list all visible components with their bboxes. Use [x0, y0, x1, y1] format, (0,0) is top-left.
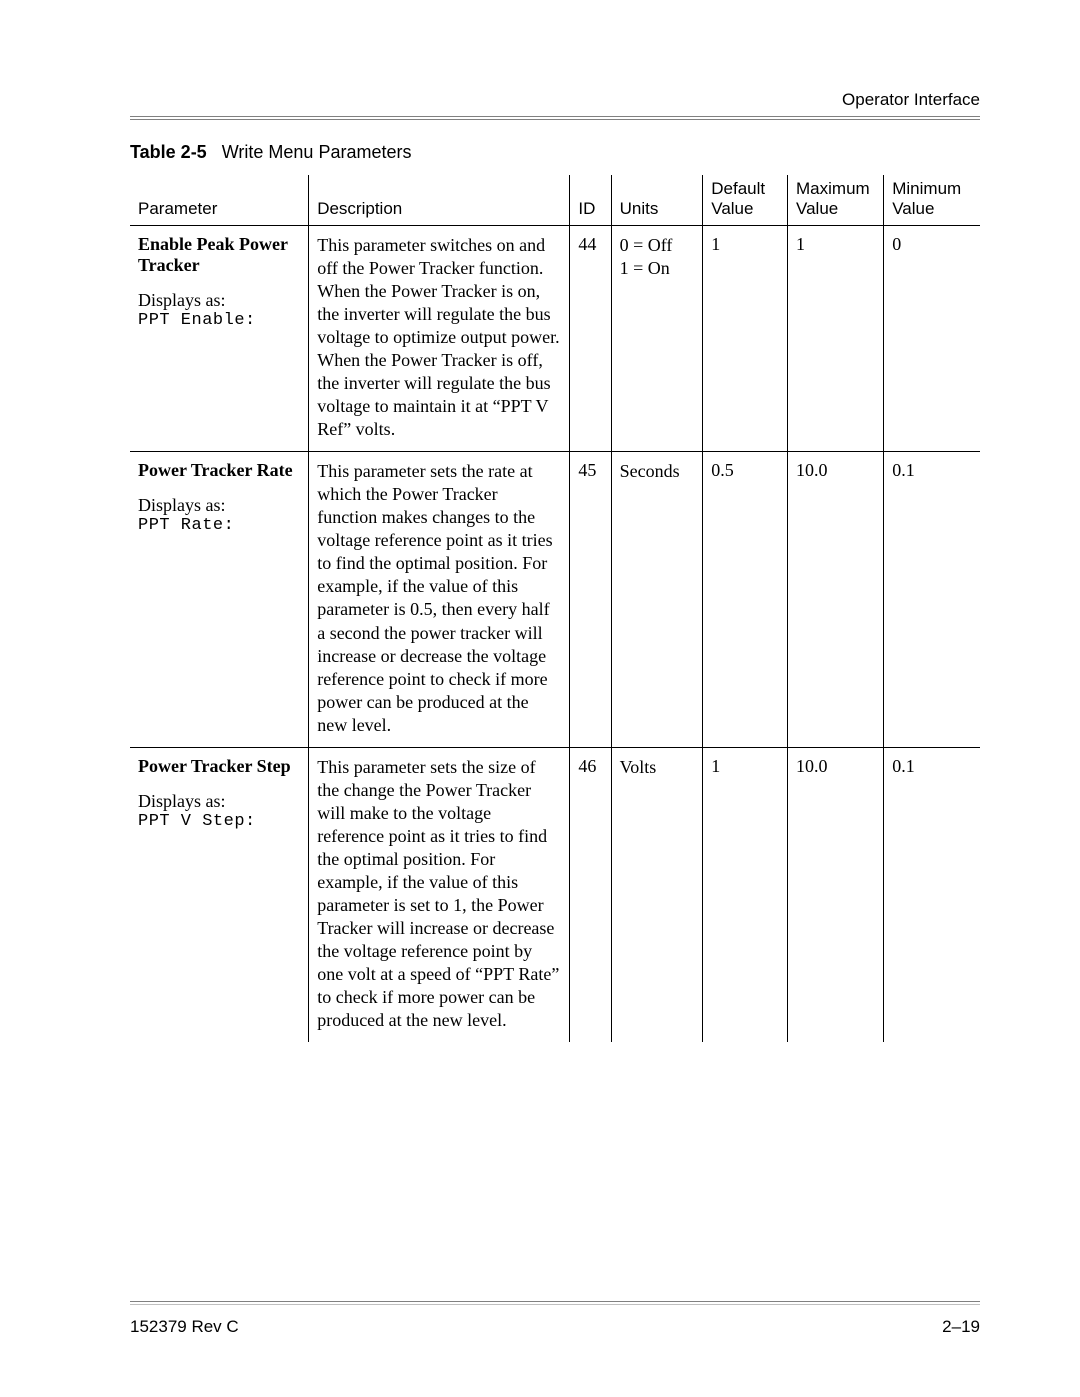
table-row: Power Tracker Step Displays as: PPT V St… [130, 747, 980, 1042]
header-section-title: Operator Interface [130, 90, 980, 116]
cell-units: Seconds [611, 452, 703, 747]
cell-units: 0 = Off1 = On [611, 226, 703, 452]
cell-default: 0.5 [703, 452, 788, 747]
col-header-description: Description [309, 175, 570, 226]
cell-description: This parameter sets the size of the chan… [309, 747, 570, 1042]
cell-id: 46 [570, 747, 611, 1042]
header-rule-secondary [130, 119, 980, 120]
col-header-units: Units [611, 175, 703, 226]
page-footer: 152379 Rev C 2–19 [130, 1301, 980, 1337]
cell-default: 1 [703, 747, 788, 1042]
cell-default: 1 [703, 226, 788, 452]
col-header-minimum: Minimum Value [884, 175, 980, 226]
cell-maximum: 1 [788, 226, 884, 452]
col-header-maximum: Maximum Value [788, 175, 884, 226]
table-header-row: Parameter Description ID Units Default V… [130, 175, 980, 226]
table-row: Power Tracker Rate Displays as: PPT Rate… [130, 452, 980, 747]
cell-id: 44 [570, 226, 611, 452]
cell-maximum: 10.0 [788, 452, 884, 747]
cell-parameter: Power Tracker Step Displays as: PPT V St… [130, 747, 309, 1042]
table-caption: Table 2-5 Write Menu Parameters [130, 142, 980, 163]
footer-doc-id: 152379 Rev C [130, 1317, 239, 1337]
cell-id: 45 [570, 452, 611, 747]
displays-as-label: Displays as: [138, 495, 300, 516]
displays-as-value: PPT Rate: [138, 516, 300, 535]
table-row: Enable Peak Power Tracker Displays as: P… [130, 226, 980, 452]
col-header-id: ID [570, 175, 611, 226]
parameters-table: Parameter Description ID Units Default V… [130, 175, 980, 1042]
parameter-name: Enable Peak Power Tracker [138, 234, 300, 276]
cell-minimum: 0.1 [884, 747, 980, 1042]
displays-as-label: Displays as: [138, 290, 300, 311]
cell-minimum: 0.1 [884, 452, 980, 747]
cell-maximum: 10.0 [788, 747, 884, 1042]
displays-as-value: PPT Enable: [138, 311, 300, 330]
displays-as-value: PPT V Step: [138, 812, 300, 831]
parameter-name: Power Tracker Step [138, 756, 300, 777]
cell-parameter: Power Tracker Rate Displays as: PPT Rate… [130, 452, 309, 747]
cell-description: This parameter switches on and off the P… [309, 226, 570, 452]
cell-units: Volts [611, 747, 703, 1042]
footer-rule-secondary [130, 1304, 980, 1305]
cell-minimum: 0 [884, 226, 980, 452]
col-header-parameter: Parameter [130, 175, 309, 226]
footer-page-number: 2–19 [942, 1317, 980, 1337]
col-header-default: Default Value [703, 175, 788, 226]
table-caption-label: Table 2-5 [130, 142, 207, 162]
cell-description: This parameter sets the rate at which th… [309, 452, 570, 747]
displays-as-label: Displays as: [138, 791, 300, 812]
table-caption-title: Write Menu Parameters [222, 142, 412, 162]
header-rule [130, 116, 980, 117]
cell-parameter: Enable Peak Power Tracker Displays as: P… [130, 226, 309, 452]
parameter-name: Power Tracker Rate [138, 460, 300, 481]
footer-rule [130, 1301, 980, 1302]
